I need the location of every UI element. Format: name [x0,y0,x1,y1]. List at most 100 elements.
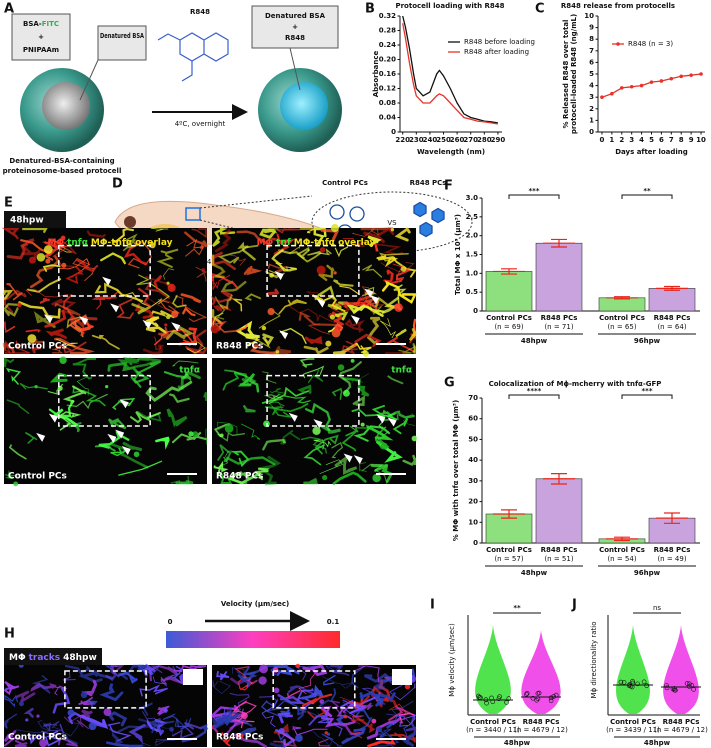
cell-signal [160,676,183,684]
cell-body [45,258,51,264]
cell-signal [343,373,369,385]
bar [535,242,583,312]
y-tick-label: 50 [468,435,478,443]
cell-signal [144,280,170,299]
cell-signal [318,264,335,281]
image-background [212,228,416,354]
cell-body [322,474,328,481]
cell-signal [157,298,180,314]
cell-signal [185,238,205,257]
cell-signal [180,293,202,304]
significance-bracket [508,194,560,199]
cell-signal [31,675,51,694]
cell-signal [307,369,324,384]
cell-signal [123,240,148,265]
cell-signal [240,423,261,440]
arrowhead [115,429,125,439]
cell-signal [325,664,342,672]
violin [475,625,511,714]
cell-body [188,431,194,437]
y-tick-label: 0.04 [379,114,396,122]
cell-signal [203,391,207,402]
label-box [4,648,102,665]
cell-signal [398,714,416,727]
zoom-line [199,195,313,209]
cell-signal [217,432,246,442]
arrowhead [43,314,53,324]
cell-signal [293,665,316,681]
cell-signal [222,372,240,391]
category-label: Control PCs [599,314,645,322]
cell-signal [395,328,407,338]
cell-signal [282,395,311,404]
label: + [292,23,298,31]
cell-signal [6,399,30,415]
cell-signal [344,318,366,333]
y-tick-label: 0.08 [379,99,396,107]
cell-body [334,323,343,333]
cell-signal [231,298,243,312]
time-label: 48hpw [10,216,44,226]
cell-body [329,314,336,320]
cell-signal [150,665,163,674]
cell-signal [42,720,62,732]
cell-signal [235,320,260,339]
n-label: (n = 71) [544,323,573,331]
cell-signal [6,238,35,260]
y-axis-label: Absorbance [372,51,380,98]
cell-signal [298,311,338,331]
cell-signal [330,302,352,314]
cell-body [411,435,418,442]
cell-signal [154,336,161,350]
category-label: Control PCs [486,546,532,554]
replicate-dot [644,683,649,688]
cell-signal [366,316,381,346]
y-tick-label: 0.32 [379,12,396,20]
cell-body [60,235,66,241]
cell-body [67,709,75,717]
replicate-dot [684,681,690,686]
channel-label: tnfα [179,366,200,376]
cell-body [295,663,301,669]
cell-signal [379,318,396,339]
replicate-dot [506,696,512,701]
label-part: 48hpw [63,653,97,663]
cell-signal [269,739,285,748]
cell-signal [52,344,64,354]
label: R848 [285,34,305,42]
replicate-dot [629,684,635,690]
cell-signal [4,713,17,729]
cell-signal [341,429,358,452]
replicate-dot [664,683,669,688]
cell-signal [237,672,258,687]
track-label: MΦ tracks 48hpw [9,653,97,663]
cell-signal [56,338,78,348]
cell-signal [158,326,171,339]
cell-body [371,718,377,724]
y-tick-label: 0 [473,539,478,547]
pointer [79,59,99,101]
cell-signal [4,736,25,747]
roi-box [266,244,360,297]
replicate-dot [534,697,540,703]
cell-body [61,262,67,268]
n-label: (n = 65) [607,323,636,331]
cell-signal [276,228,302,234]
cell-signal [335,311,349,321]
cell-signal [313,439,331,450]
y-tick-label: 40 [468,456,478,464]
cell-signal [8,444,27,460]
replicate-dot [551,694,557,699]
micrograph [3,662,209,748]
cell-signal [366,425,394,441]
y-tick-label: 2.5 [466,213,479,221]
cell-body [390,228,395,232]
group-label: R848 PCs [410,179,447,187]
cell-signal [52,239,77,258]
cell-signal [329,664,350,676]
cell-signal [123,233,140,252]
cell-signal [146,296,177,314]
cell-signal [402,454,417,467]
cell-signal [292,726,328,736]
cell-signal [244,293,262,301]
